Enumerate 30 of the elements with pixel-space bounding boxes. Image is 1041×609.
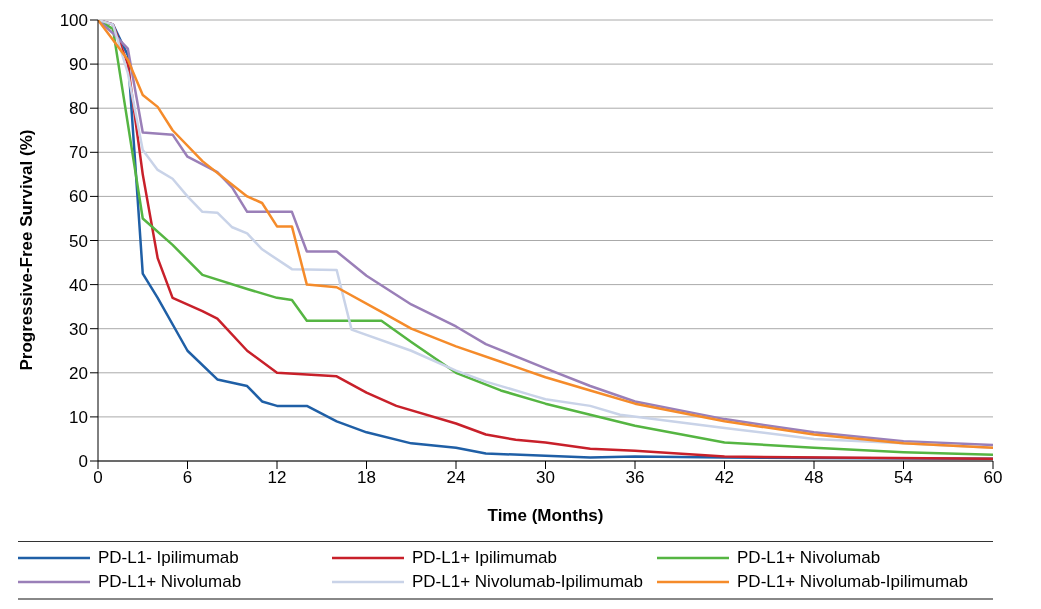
x-tick-label: 30 — [536, 468, 555, 488]
y-axis-title: Progressive-Free Survival (%) — [17, 129, 37, 371]
x-tick-label: 48 — [804, 468, 824, 488]
legend-label: PD-L1+ Nivolumab-Ipilimumab — [737, 572, 969, 592]
legend-label: PD-L1+ Nivolumab — [737, 548, 881, 568]
x-tick-label: 24 — [446, 468, 466, 488]
y-tick-label: 20 — [69, 363, 88, 383]
x-tick-label: 60 — [983, 468, 1003, 488]
y-tick-label: 100 — [59, 11, 88, 31]
y-tick-label: 40 — [69, 275, 88, 295]
y-tick-label: 50 — [69, 231, 88, 251]
legend-label: PD-L1+ Nivolumab — [98, 572, 242, 592]
x-tick-label: 6 — [182, 468, 193, 488]
y-tick-label: 70 — [69, 143, 88, 163]
y-tick-label: 80 — [69, 99, 88, 119]
y-tick-label: 90 — [69, 55, 88, 75]
y-tick-label: 10 — [69, 407, 88, 427]
x-axis-title: Time (Months) — [487, 506, 604, 525]
legend-label: PD-L1+ Nivolumab-Ipilimumab — [412, 572, 644, 592]
x-tick-label: 0 — [93, 468, 103, 488]
y-tick-label: 0 — [78, 452, 88, 472]
legend-label: PD-L1- Ipilimumab — [98, 548, 239, 568]
x-tick-label: 54 — [894, 468, 913, 488]
x-tick-label: 18 — [357, 468, 376, 488]
x-tick-label: 12 — [267, 468, 287, 488]
x-tick-label: 36 — [625, 468, 645, 488]
y-tick-label: 30 — [69, 319, 88, 339]
legend-label: PD-L1+ Ipilimumab — [412, 548, 558, 568]
x-tick-label: 42 — [715, 468, 734, 488]
y-tick-label: 60 — [69, 187, 88, 207]
